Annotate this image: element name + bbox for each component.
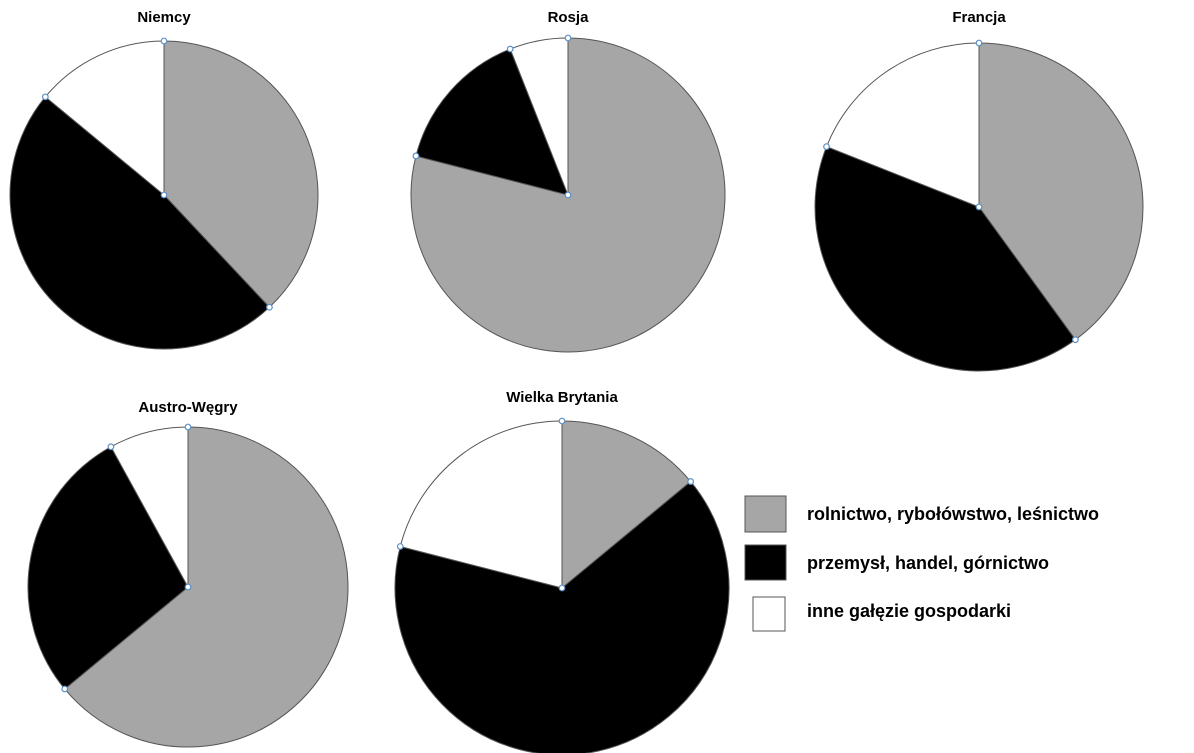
handle-francja-3 [823, 143, 830, 151]
pie-title-niemcy: Niemcy [137, 9, 191, 26]
slice-francja-industry [814, 145, 1077, 372]
pie-title-francja: Francja [952, 9, 1006, 26]
legend: rolnictwo, rybołówstwo, leśnictwo przemy… [744, 495, 1099, 632]
slice-austro-wegry-industry [27, 446, 189, 690]
handle-niemcy-1 [160, 37, 168, 45]
pie-wielka-brytania: Wielka Brytania [394, 389, 730, 753]
legend-label-other: inne gałęzie gospodarki [807, 601, 1011, 621]
pie-austro-wegry: Austro-Węgry [27, 399, 349, 748]
legend-item-industry: przemysł, handel, górnictwo [744, 544, 1049, 581]
legend-item-agriculture: rolnictwo, rybołówstwo, leśnictwo [744, 495, 1099, 533]
pies-group: Niemcy Rosja Francja Austro-Węgry Wielka Bry… [9, 9, 1144, 753]
slice-wielka-brytania-other [399, 420, 563, 589]
legend-swatch-agriculture [744, 495, 787, 533]
handle-austro-wegry-2 [61, 685, 69, 693]
slice-niemcy-other [44, 40, 165, 197]
legend-label-agriculture: rolnictwo, rybołówstwo, leśnictwo [807, 504, 1099, 524]
legend-swatch-other [752, 596, 786, 632]
slice-francja-agriculture [978, 42, 1144, 341]
slice-francja-other [825, 42, 980, 208]
handle-francja-0 [975, 203, 983, 211]
slice-rosja-agriculture [410, 37, 726, 353]
handle-rosja-1 [564, 34, 572, 42]
slice-wielka-brytania-agriculture [561, 420, 692, 590]
handle-niemcy-2 [266, 303, 273, 311]
handle-rosja-0 [564, 191, 572, 199]
handle-austro-wegry-0 [184, 583, 192, 591]
slice-austro-wegry-agriculture [64, 426, 349, 748]
slice-niemcy-industry [9, 96, 271, 350]
pie-rosja: Rosja [410, 9, 726, 353]
slice-rosja-industry [415, 48, 569, 196]
pie-title-rosja: Rosja [548, 9, 590, 26]
pie-francja: Francja [814, 9, 1144, 372]
slice-niemcy-agriculture [163, 40, 319, 308]
handle-francja-2 [1071, 336, 1079, 344]
handle-francja-1 [975, 39, 983, 47]
handle-rosja-3 [506, 45, 514, 53]
handle-wielka-brytania-3 [396, 543, 404, 550]
handle-austro-wegry-1 [184, 423, 192, 431]
handle-austro-wegry-3 [107, 443, 115, 451]
handle-wielka-brytania-2 [687, 478, 695, 485]
legend-item-other: inne gałęzie gospodarki [752, 596, 1011, 632]
handle-wielka-brytania-1 [558, 417, 566, 425]
slice-wielka-brytania-industry [394, 480, 730, 753]
legend-label-industry: przemysł, handel, górnictwo [807, 553, 1049, 573]
pie-niemcy: Niemcy [9, 9, 319, 350]
handle-rosja-2 [412, 152, 420, 160]
handle-wielka-brytania-0 [558, 584, 566, 592]
pie-title-wielka-brytania: Wielka Brytania [506, 389, 618, 406]
handle-niemcy-0 [160, 191, 168, 199]
handle-niemcy-3 [41, 93, 49, 101]
legend-swatch-industry [744, 544, 787, 581]
pie-title-austro-wegry: Austro-Węgry [138, 399, 238, 416]
